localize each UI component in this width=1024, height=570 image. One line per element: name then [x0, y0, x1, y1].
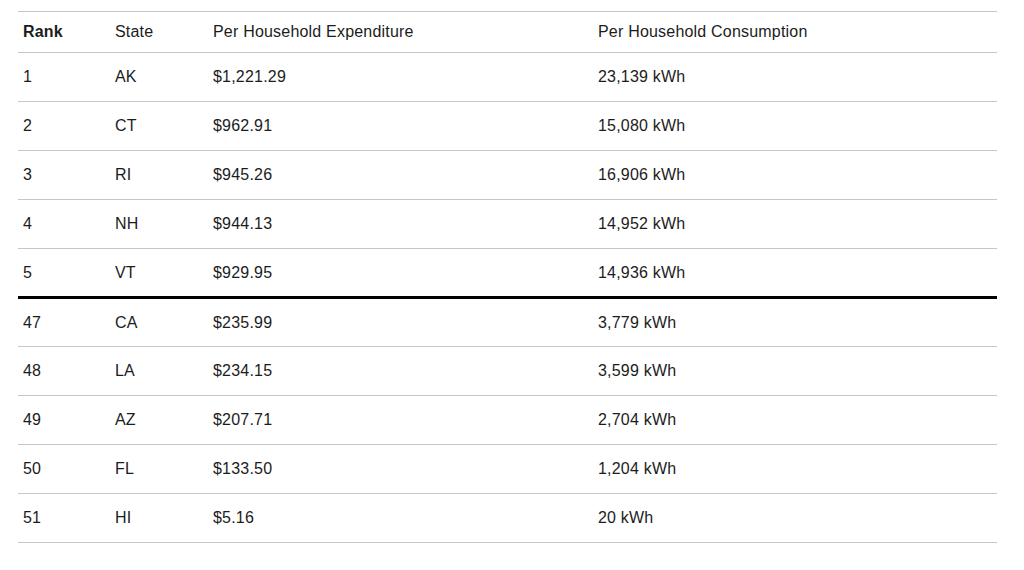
cell-rank: 1 [18, 53, 115, 102]
cell-rank: 50 [18, 445, 115, 494]
table-row: 3 RI $945.26 16,906 kWh [18, 151, 997, 200]
table-body: 1 AK $1,221.29 23,139 kWh 2 CT $962.91 1… [18, 53, 997, 543]
cell-rank: 2 [18, 102, 115, 151]
header-state: State [115, 12, 213, 53]
cell-consumption: 20 kWh [598, 494, 997, 543]
cell-consumption: 14,936 kWh [598, 249, 997, 298]
cell-state: CT [115, 102, 213, 151]
ranking-table: Rank State Per Household Expenditure Per… [18, 11, 997, 543]
cell-rank: 5 [18, 249, 115, 298]
cell-consumption: 1,204 kWh [598, 445, 997, 494]
table-row: 51 HI $5.16 20 kWh [18, 494, 997, 543]
table-row: 2 CT $962.91 15,080 kWh [18, 102, 997, 151]
cell-rank: 3 [18, 151, 115, 200]
cell-rank: 48 [18, 347, 115, 396]
cell-expenditure: $234.15 [213, 347, 598, 396]
cell-expenditure: $1,221.29 [213, 53, 598, 102]
cell-expenditure: $133.50 [213, 445, 598, 494]
header-consumption: Per Household Consumption [598, 12, 997, 53]
cell-rank: 4 [18, 200, 115, 249]
header-rank: Rank [18, 12, 115, 53]
cell-expenditure: $962.91 [213, 102, 598, 151]
cell-expenditure: $929.95 [213, 249, 598, 298]
cell-consumption: 16,906 kWh [598, 151, 997, 200]
table-row: 48 LA $234.15 3,599 kWh [18, 347, 997, 396]
cell-consumption: 2,704 kWh [598, 396, 997, 445]
table-row: 50 FL $133.50 1,204 kWh [18, 445, 997, 494]
cell-state: HI [115, 494, 213, 543]
cell-rank: 49 [18, 396, 115, 445]
cell-state: CA [115, 298, 213, 347]
cell-expenditure: $207.71 [213, 396, 598, 445]
table-row: 47 CA $235.99 3,779 kWh [18, 298, 997, 347]
cell-consumption: 14,952 kWh [598, 200, 997, 249]
cell-state: RI [115, 151, 213, 200]
cell-state: FL [115, 445, 213, 494]
cell-consumption: 3,599 kWh [598, 347, 997, 396]
cell-expenditure: $235.99 [213, 298, 598, 347]
cell-expenditure: $945.26 [213, 151, 598, 200]
cell-state: AZ [115, 396, 213, 445]
cell-consumption: 3,779 kWh [598, 298, 997, 347]
cell-consumption: 15,080 kWh [598, 102, 997, 151]
table-row: 4 NH $944.13 14,952 kWh [18, 200, 997, 249]
cell-rank: 51 [18, 494, 115, 543]
cell-state: AK [115, 53, 213, 102]
table-header: Rank State Per Household Expenditure Per… [18, 12, 997, 53]
cell-rank: 47 [18, 298, 115, 347]
cell-state: LA [115, 347, 213, 396]
cell-state: NH [115, 200, 213, 249]
table-row: 49 AZ $207.71 2,704 kWh [18, 396, 997, 445]
cell-consumption: 23,139 kWh [598, 53, 997, 102]
table-row: 1 AK $1,221.29 23,139 kWh [18, 53, 997, 102]
state-energy-table: Rank State Per Household Expenditure Per… [18, 11, 997, 543]
cell-expenditure: $944.13 [213, 200, 598, 249]
header-row: Rank State Per Household Expenditure Per… [18, 12, 997, 53]
cell-expenditure: $5.16 [213, 494, 598, 543]
cell-state: VT [115, 249, 213, 298]
header-expenditure: Per Household Expenditure [213, 12, 598, 53]
table-row: 5 VT $929.95 14,936 kWh [18, 249, 997, 298]
